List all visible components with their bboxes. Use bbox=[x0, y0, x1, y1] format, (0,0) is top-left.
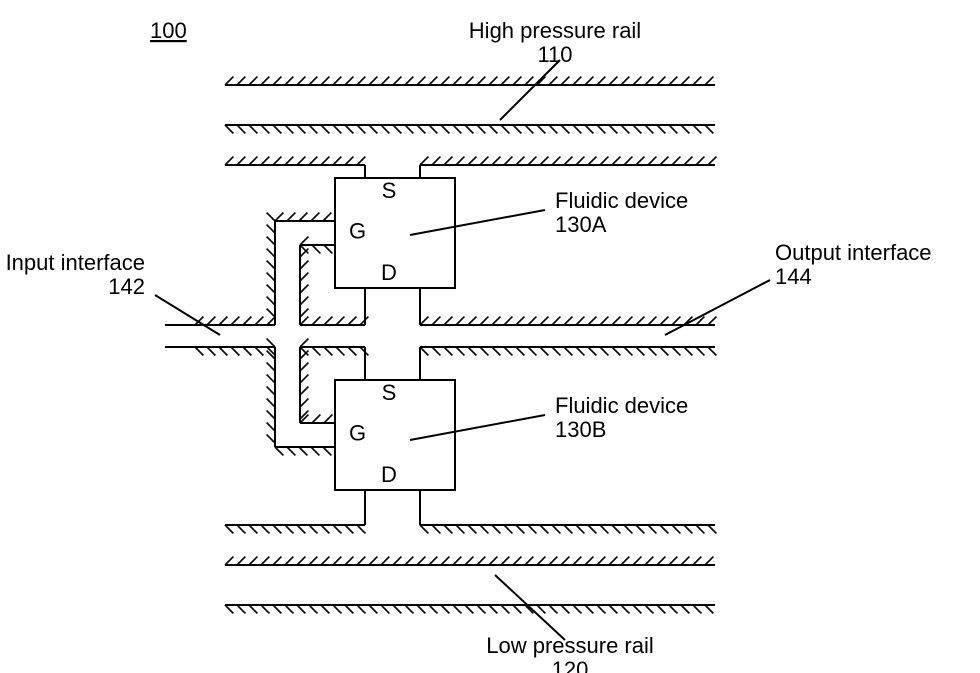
low-pressure-rail-text: Low pressure rail bbox=[486, 633, 654, 658]
lower-channel-walls bbox=[225, 490, 716, 533]
high-pressure-rail-ref: 110 bbox=[537, 42, 572, 67]
terminal-d: D bbox=[381, 462, 397, 487]
figure-reference: 100 bbox=[150, 18, 187, 43]
fluidic-device-a-ref: 130A bbox=[555, 212, 607, 237]
label-low-pressure-rail: Low pressure rail120 bbox=[486, 575, 654, 673]
fluidic-device-a: SGD bbox=[335, 178, 455, 288]
fluidic-device-a-text: Fluidic device bbox=[555, 188, 688, 213]
fluidic-device-b-text: Fluidic device bbox=[555, 393, 688, 418]
high-pressure-rail bbox=[225, 77, 715, 134]
fluidic-inverter-diagram: 100SGDSGDHigh pressure rail110Low pressu… bbox=[0, 0, 980, 673]
label-high-pressure-rail: High pressure rail110 bbox=[469, 18, 641, 120]
terminal-d: D bbox=[381, 260, 397, 285]
high-pressure-rail-text: High pressure rail bbox=[469, 18, 641, 43]
input-interface-text: Input interface bbox=[6, 250, 145, 275]
output-interface-ref: 144 bbox=[775, 264, 812, 289]
low-pressure-rail-ref: 120 bbox=[552, 657, 589, 673]
terminal-s: S bbox=[382, 380, 397, 405]
output-interface-text: Output interface bbox=[775, 240, 932, 265]
terminal-s: S bbox=[382, 178, 397, 203]
gate-channel bbox=[165, 213, 343, 456]
low-pressure-rail bbox=[225, 557, 715, 614]
label-input-interface: Input interface142 bbox=[6, 250, 220, 335]
input-interface-ref: 142 bbox=[108, 274, 145, 299]
label-output-interface: Output interface144 bbox=[665, 240, 932, 335]
terminal-g: G bbox=[349, 219, 366, 244]
upper-channel-walls bbox=[225, 157, 716, 178]
terminal-g: G bbox=[349, 421, 366, 446]
middle-channel-walls bbox=[195, 288, 716, 380]
fluidic-device-b-ref: 130B bbox=[555, 417, 606, 442]
